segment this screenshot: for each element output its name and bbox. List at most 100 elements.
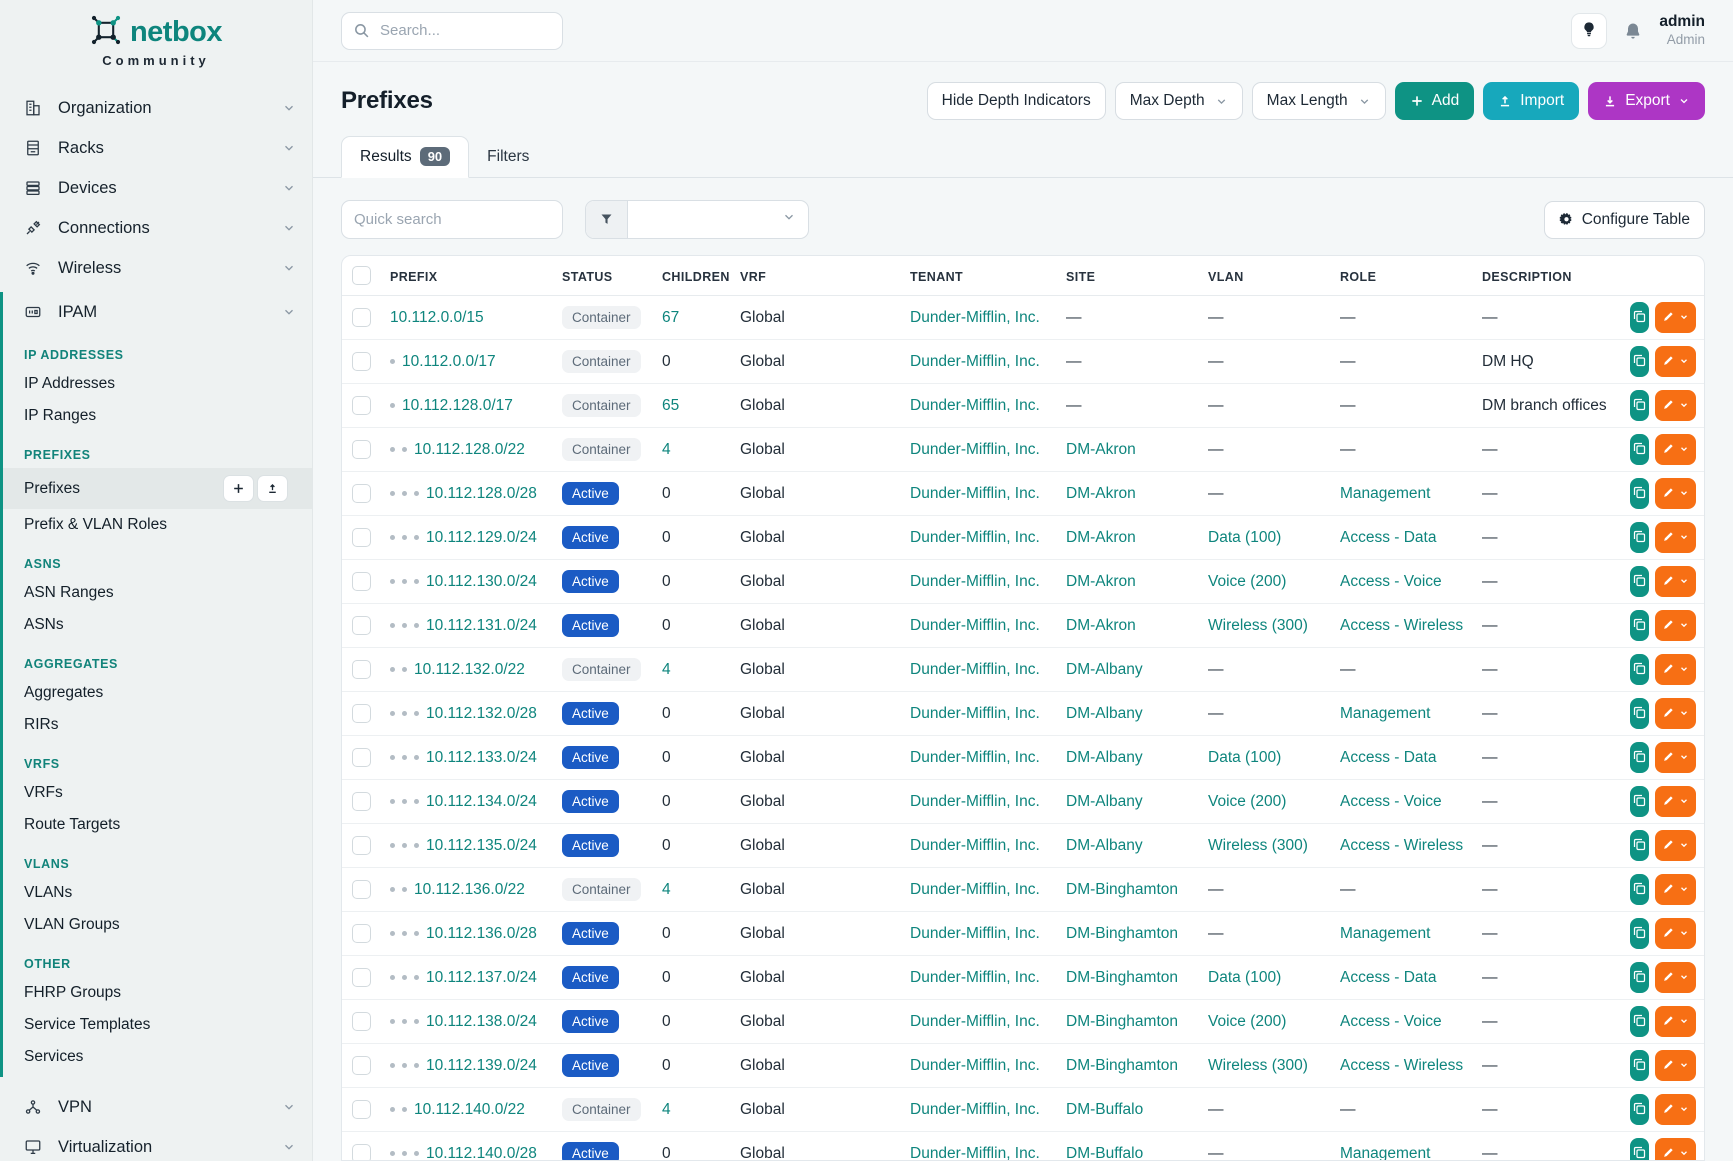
children-count-link[interactable]: 65 (662, 396, 680, 414)
sidebar-item-fhrp-groups[interactable]: FHRP Groups (24, 984, 122, 1001)
clone-button[interactable] (1630, 742, 1649, 773)
prefix-link[interactable]: 10.112.140.0/28 (426, 1144, 537, 1161)
tenant-link[interactable]: Dunder-Mifflin, Inc. (910, 440, 1040, 458)
sidebar-item-asn-ranges[interactable]: ASN Ranges (24, 584, 114, 601)
row-checkbox[interactable] (352, 792, 371, 811)
row-checkbox[interactable] (352, 880, 371, 899)
site-link[interactable]: DM-Binghamton (1066, 1056, 1178, 1074)
clone-button[interactable] (1630, 434, 1649, 465)
site-link[interactable]: DM-Albany (1066, 660, 1143, 678)
clone-button[interactable] (1630, 1050, 1649, 1081)
site-link[interactable]: DM-Albany (1066, 748, 1143, 766)
clone-button[interactable] (1630, 786, 1649, 817)
role-link[interactable]: Access - Data (1340, 528, 1437, 546)
vlan-link[interactable]: Data (100) (1208, 968, 1282, 986)
tab-results[interactable]: Results 90 (341, 136, 470, 178)
vlan-link[interactable]: Voice (200) (1208, 572, 1287, 590)
tenant-link[interactable]: Dunder-Mifflin, Inc. (910, 924, 1040, 942)
edit-button[interactable] (1655, 566, 1696, 597)
prefix-link[interactable]: 10.112.138.0/24 (426, 1012, 537, 1030)
edit-button[interactable] (1655, 742, 1696, 773)
tenant-link[interactable]: Dunder-Mifflin, Inc. (910, 1100, 1040, 1118)
tenant-link[interactable]: Dunder-Mifflin, Inc. (910, 792, 1040, 810)
row-checkbox[interactable] (352, 352, 371, 371)
site-link[interactable]: DM-Binghamton (1066, 968, 1178, 986)
sidebar-item-services[interactable]: Services (24, 1048, 84, 1065)
row-checkbox[interactable] (352, 924, 371, 943)
sidebar-item-connections[interactable]: Connections (0, 208, 312, 248)
tenant-link[interactable]: Dunder-Mifflin, Inc. (910, 836, 1040, 854)
children-count-link[interactable]: 67 (662, 308, 680, 326)
edit-button[interactable] (1655, 962, 1696, 993)
prefix-link[interactable]: 10.112.132.0/28 (426, 704, 537, 722)
clone-button[interactable] (1630, 478, 1649, 509)
prefix-link[interactable]: 10.112.139.0/24 (426, 1056, 537, 1074)
column-header-description[interactable]: DESCRIPTION (1472, 256, 1620, 296)
edit-button[interactable] (1655, 478, 1696, 509)
edit-button[interactable] (1655, 1006, 1696, 1037)
clone-button[interactable] (1630, 390, 1649, 421)
prefix-link[interactable]: 10.112.136.0/22 (414, 880, 525, 898)
sidebar-item-rirs[interactable]: RIRs (24, 716, 59, 733)
row-checkbox[interactable] (352, 528, 371, 547)
configure-table-button[interactable]: Configure Table (1543, 200, 1705, 239)
edit-button[interactable] (1655, 434, 1696, 465)
row-checkbox[interactable] (352, 308, 371, 327)
prefix-link[interactable]: 10.112.130.0/24 (426, 572, 537, 590)
global-search-input[interactable] (341, 11, 563, 50)
site-link[interactable]: DM-Akron (1066, 616, 1136, 634)
clone-button[interactable] (1630, 346, 1649, 377)
role-link[interactable]: Access - Data (1340, 968, 1437, 986)
role-link[interactable]: Access - Voice (1340, 792, 1442, 810)
site-link[interactable]: DM-Albany (1066, 704, 1143, 722)
children-count-link[interactable]: 4 (662, 660, 671, 678)
sidebar-item-virtualization[interactable]: Virtualization (0, 1127, 312, 1161)
column-header-tenant[interactable]: TENANT (900, 256, 1056, 296)
prefix-link[interactable]: 10.112.133.0/24 (426, 748, 537, 766)
sidebar-item-vlans[interactable]: VLANs (24, 884, 73, 901)
edit-button[interactable] (1655, 522, 1696, 553)
clone-button[interactable] (1630, 874, 1649, 905)
tab-filters[interactable]: Filters (487, 148, 530, 165)
sidebar-item-vlan-groups[interactable]: VLAN Groups (24, 916, 120, 933)
site-link[interactable]: DM-Albany (1066, 836, 1143, 854)
sidebar-item-ip-addresses[interactable]: IP Addresses (24, 375, 116, 392)
tenant-link[interactable]: Dunder-Mifflin, Inc. (910, 660, 1040, 678)
clone-button[interactable] (1630, 830, 1649, 861)
row-checkbox[interactable] (352, 1012, 371, 1031)
sidebar-item-ip-ranges[interactable]: IP Ranges (24, 407, 97, 424)
role-link[interactable]: Management (1340, 484, 1431, 502)
vlan-link[interactable]: Voice (200) (1208, 1012, 1287, 1030)
user-menu[interactable]: admin Admin (1659, 12, 1705, 48)
prefix-link[interactable]: 10.112.135.0/24 (426, 836, 537, 854)
add-prefix-button[interactable] (223, 475, 254, 502)
prefix-link[interactable]: 10.112.140.0/22 (414, 1100, 525, 1118)
prefix-link[interactable]: 10.112.131.0/24 (426, 616, 537, 634)
column-header-vlan[interactable]: VLAN (1198, 256, 1330, 296)
tenant-link[interactable]: Dunder-Mifflin, Inc. (910, 880, 1040, 898)
role-link[interactable]: Management (1340, 924, 1431, 942)
prefix-link[interactable]: 10.112.0.0/15 (390, 308, 484, 326)
edit-button[interactable] (1655, 1094, 1696, 1125)
role-link[interactable]: Access - Voice (1340, 1012, 1442, 1030)
prefix-link[interactable]: 10.112.132.0/22 (414, 660, 525, 678)
tenant-link[interactable]: Dunder-Mifflin, Inc. (910, 748, 1040, 766)
row-checkbox[interactable] (352, 440, 371, 459)
tenant-link[interactable]: Dunder-Mifflin, Inc. (910, 352, 1040, 370)
import-prefix-button[interactable] (257, 475, 288, 502)
vlan-link[interactable]: Data (100) (1208, 528, 1282, 546)
max-length-dropdown[interactable]: Max Length (1251, 82, 1386, 120)
prefix-link[interactable]: 10.112.136.0/28 (426, 924, 537, 942)
row-checkbox[interactable] (352, 616, 371, 635)
row-checkbox[interactable] (352, 484, 371, 503)
site-link[interactable]: DM-Binghamton (1066, 1012, 1178, 1030)
notifications-bell-icon[interactable] (1623, 21, 1643, 41)
prefix-link[interactable]: 10.112.128.0/22 (414, 440, 525, 458)
theme-toggle-button[interactable] (1571, 12, 1608, 49)
sidebar-item-organization[interactable]: Organization (0, 88, 312, 128)
sidebar-item-devices[interactable]: Devices (0, 168, 312, 208)
quick-search-input[interactable] (341, 200, 563, 239)
import-button[interactable]: Import (1483, 82, 1580, 120)
site-link[interactable]: DM-Akron (1066, 572, 1136, 590)
tenant-link[interactable]: Dunder-Mifflin, Inc. (910, 616, 1040, 634)
